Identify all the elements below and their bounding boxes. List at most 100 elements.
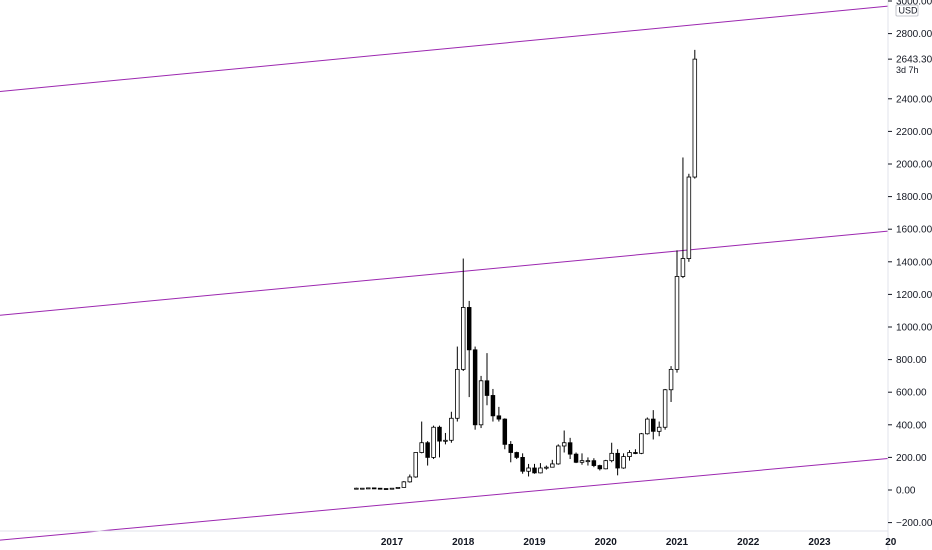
candle — [579, 453, 585, 465]
candle-body — [419, 442, 424, 453]
candle — [496, 406, 502, 422]
time-axis[interactable]: 2017 2018 2019 2020 2021 2022 2023 20 — [0, 530, 897, 548]
candle-body — [692, 58, 698, 178]
channel-line-1[interactable] — [0, 5, 889, 92]
candle — [627, 450, 632, 461]
candle — [502, 418, 508, 450]
candle-body — [383, 488, 389, 490]
candle-body — [472, 349, 478, 426]
candle — [443, 432, 448, 445]
candle-body — [603, 460, 608, 470]
candle — [514, 451, 519, 460]
time-tick-label: 2020 — [595, 537, 618, 548]
channel-lines — [0, 5, 889, 541]
candle — [692, 49, 698, 179]
candle — [484, 353, 490, 406]
candle-body — [621, 456, 626, 469]
candle-body — [389, 487, 395, 490]
time-tick-label: 2019 — [523, 537, 546, 548]
price-tick-label: 1800.00 — [896, 192, 932, 203]
candle-body — [538, 467, 543, 474]
candle-body — [579, 460, 585, 463]
candle — [609, 442, 614, 463]
candle — [591, 458, 597, 468]
price-tick-label: 1200.00 — [896, 290, 932, 301]
candle-body — [656, 426, 662, 432]
candle-body — [597, 465, 603, 470]
candle — [366, 487, 371, 490]
candle-body — [401, 481, 407, 488]
price-tick-label: 1400.00 — [896, 257, 932, 268]
candle — [567, 437, 573, 460]
candle — [603, 459, 608, 470]
candle-body — [366, 487, 371, 490]
currency-text: USD — [899, 6, 919, 16]
price-axis[interactable]: −200.00 0.00 200.00 400.00 600.00 800.00 1000.… — [887, 0, 932, 550]
candle — [639, 432, 644, 455]
candle — [597, 464, 603, 471]
candle-body — [407, 476, 413, 483]
candle-body — [484, 380, 490, 396]
candle — [633, 449, 638, 455]
candle-body — [550, 463, 555, 468]
candle — [538, 463, 543, 474]
candle-body — [680, 258, 686, 277]
currency-label[interactable]: USD — [895, 4, 919, 17]
candle — [437, 425, 442, 458]
candle — [645, 417, 650, 435]
candle-body — [591, 460, 597, 466]
candle-body — [520, 456, 525, 472]
candle-body — [360, 487, 365, 490]
time-tick-label: 2021 — [666, 537, 689, 548]
candle — [425, 441, 430, 466]
candle-body — [662, 389, 668, 428]
candle — [455, 346, 460, 422]
candle — [686, 173, 692, 262]
candle-body — [544, 466, 549, 469]
candle-body — [526, 467, 531, 472]
candle — [431, 425, 436, 460]
candle — [478, 375, 484, 429]
candle-body — [639, 433, 644, 454]
price-tick-label: 2400.00 — [896, 94, 932, 105]
candle — [662, 388, 668, 430]
candle-body — [633, 452, 638, 454]
candle-body — [585, 460, 591, 463]
candle-body — [532, 467, 537, 474]
candle — [419, 421, 424, 454]
candle-body — [567, 442, 573, 455]
candle-body — [354, 487, 359, 490]
channel-line-2[interactable] — [0, 230, 889, 316]
candle — [526, 463, 531, 477]
candle — [371, 487, 377, 490]
candle — [395, 486, 401, 489]
price-tick-label: 800.00 — [896, 355, 927, 366]
candle-body — [478, 380, 484, 426]
candle — [556, 444, 561, 465]
candle — [413, 452, 418, 478]
candle — [354, 487, 359, 490]
price-tick-label: 3000.00 — [896, 0, 932, 8]
price-tick-label: 0.00 — [896, 486, 916, 497]
time-tick-label: 2017 — [381, 537, 404, 548]
candle — [508, 441, 513, 463]
candle — [466, 300, 472, 398]
time-tick-label: 2018 — [452, 537, 475, 548]
price-tick-label: 2200.00 — [896, 127, 932, 138]
channel-line-3[interactable] — [0, 457, 889, 541]
price-axis-background — [888, 0, 932, 550]
candle-body — [645, 418, 650, 435]
candle-body — [561, 442, 567, 447]
last-price-label: 2643.30 — [896, 55, 932, 66]
candle-body — [502, 418, 508, 445]
candle-body — [573, 453, 579, 463]
candle — [651, 410, 656, 440]
candle — [360, 487, 365, 490]
price-tick-label: 400.00 — [896, 420, 927, 431]
candle — [573, 452, 579, 464]
price-tick-label: −200.00 — [896, 518, 932, 529]
candle-body — [455, 368, 460, 419]
candle-body — [556, 445, 561, 465]
